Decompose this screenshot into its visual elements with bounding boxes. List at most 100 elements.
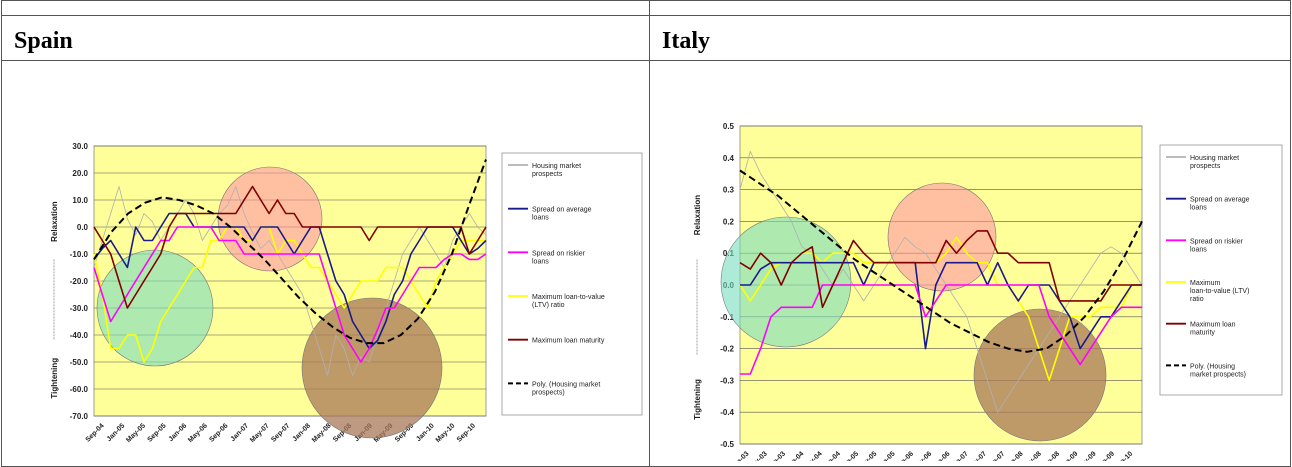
x-tick-label: Sep-07 bbox=[985, 450, 1006, 461]
x-tick-label: May-04 bbox=[802, 450, 824, 461]
x-tick-label: Jan-03 bbox=[730, 450, 751, 461]
legend-label: Maximum loan-to-value (LTV) ratio bbox=[532, 294, 605, 309]
top-strip-left bbox=[1, 0, 650, 16]
y-tick-label: -0.1 bbox=[720, 313, 734, 322]
y-tick-label: 0.2 bbox=[723, 217, 735, 226]
header-cell-italy: Italy bbox=[649, 15, 1291, 61]
y-tick-label: -0.3 bbox=[720, 376, 734, 385]
legend-label: Maximum loan maturity bbox=[1190, 322, 1236, 337]
y-tick-label: 0.4 bbox=[723, 154, 735, 163]
x-tick-label: Jan-09 bbox=[1059, 450, 1080, 461]
y-tick-label: -60.0 bbox=[70, 385, 89, 394]
x-tick-label: May-05 bbox=[857, 450, 879, 461]
y-tick-label: 10.0 bbox=[72, 196, 88, 205]
y-label-relaxation: Relaxation bbox=[50, 201, 59, 242]
x-tick-label: Sep-04 bbox=[85, 422, 106, 443]
y-tick-label: 0.3 bbox=[723, 186, 735, 195]
highlight-circle-2 bbox=[887, 182, 997, 292]
x-tick-label: Jan-07 bbox=[230, 422, 251, 443]
x-tick-label: Jan-04 bbox=[785, 450, 806, 461]
legend-label: Housing market prospects bbox=[1190, 155, 1239, 170]
x-tick-label: Sep-06 bbox=[208, 422, 229, 443]
chart-spain: 30.0 20.0 10.0 0.0 -10.0 -20.0 -30.0 -40.0 -50.0… bbox=[50, 142, 643, 444]
x-tick-label: Jan-08 bbox=[291, 422, 312, 443]
series-line-3 bbox=[740, 284, 1142, 375]
x-tick-label: Sep-05 bbox=[146, 422, 167, 443]
x-tick-label: Sep-04 bbox=[821, 450, 842, 461]
chart-row: 30.0 20.0 10.0 0.0 -10.0 -20.0 -30.0 -40.0 -50.0… bbox=[1, 60, 1291, 467]
legend-label: Spread on riskier loans bbox=[1190, 238, 1244, 253]
y-tick-label: -70.0 bbox=[70, 412, 89, 421]
series-line-2 bbox=[93, 212, 487, 350]
highlight-circle-3 bbox=[973, 308, 1107, 442]
header-cell-spain: Spain bbox=[1, 15, 650, 61]
top-strip-right bbox=[649, 0, 1291, 16]
x-tick-label: May-08 bbox=[1021, 450, 1043, 461]
series-line-1 bbox=[93, 186, 487, 376]
x-tick-label: May-03 bbox=[747, 450, 769, 461]
y-tick-label: -20.0 bbox=[70, 277, 89, 286]
y-tick-label: 0.0 bbox=[77, 223, 89, 232]
series-line-6 bbox=[739, 169, 1143, 353]
y-tick-label: 20.0 bbox=[72, 169, 88, 178]
x-tick-label: May-10 bbox=[435, 422, 457, 444]
legend-label: Maximum loan maturity bbox=[532, 338, 605, 345]
x-tick-label: Sep-08 bbox=[1040, 450, 1061, 461]
series-line-2 bbox=[740, 261, 1142, 350]
y-tick-label: -40.0 bbox=[70, 331, 89, 340]
x-tick-label: Jan-10 bbox=[1114, 450, 1135, 461]
x-tick-label: Jan-06 bbox=[894, 450, 915, 461]
x-tick-label: Jan-06 bbox=[168, 422, 189, 443]
chart-italy: 0.50.40.30.20.10.0-0.1-0.2-0.3-0.4-0.5Ja… bbox=[693, 122, 1283, 467]
y-tick-label: -10.0 bbox=[70, 250, 89, 259]
y-tick-label: -50.0 bbox=[70, 358, 89, 367]
legend-label: Poly. (Housing market prospects) bbox=[1190, 363, 1246, 378]
y-tick-label: -0.5 bbox=[720, 440, 734, 449]
x-tick-label: Sep-07 bbox=[270, 422, 291, 443]
y-tick-label: -30.0 bbox=[70, 304, 89, 313]
x-tick-label: Jan-05 bbox=[840, 450, 861, 461]
x-tick-label: May-08 bbox=[311, 422, 333, 444]
top-strip bbox=[1, 0, 1291, 16]
y-label-tightening: Tightening bbox=[50, 358, 59, 399]
series-line-5 bbox=[739, 230, 1142, 309]
series-line-4 bbox=[739, 236, 1142, 382]
legend-label: Maximum loan-to-value (LTV) ratio bbox=[1190, 280, 1249, 303]
y-tick-label: 30.0 bbox=[72, 142, 88, 151]
section-title-italy: Italy bbox=[662, 28, 710, 54]
highlight-circle-2 bbox=[217, 166, 323, 272]
y-tick-label: 0.5 bbox=[723, 122, 735, 131]
legend-box bbox=[1159, 144, 1283, 396]
series-line-3 bbox=[93, 226, 487, 363]
legend-label: Poly. (Housing market prospects) bbox=[532, 381, 600, 396]
x-tick-label: Sep-06 bbox=[930, 450, 951, 461]
x-tick-label: Jan-08 bbox=[1004, 450, 1025, 461]
chart-cell-spain: 30.0 20.0 10.0 0.0 -10.0 -20.0 -30.0 -40.0 -50.0… bbox=[1, 60, 650, 467]
header-row: Spain Italy bbox=[1, 15, 1291, 61]
x-tick-label: May-07 bbox=[249, 422, 271, 444]
legend-label: Housing market prospects bbox=[532, 163, 581, 178]
y-tick-label: -0.2 bbox=[720, 345, 734, 354]
highlight-circle-3 bbox=[301, 297, 443, 439]
x-tick-label: Sep-05 bbox=[876, 450, 897, 461]
chart-cell-italy: 0.50.40.30.20.10.0-0.1-0.2-0.3-0.4-0.5Ja… bbox=[649, 60, 1291, 467]
x-tick-label: May-06 bbox=[912, 450, 934, 461]
x-tick-label: Sep-09 bbox=[1095, 450, 1116, 461]
highlight-circle-1 bbox=[720, 216, 852, 348]
legend-label: Spread on riskier loans bbox=[532, 250, 586, 265]
section-title-spain: Spain bbox=[14, 28, 73, 54]
y-tick-label: -0.4 bbox=[720, 408, 734, 417]
series-line-5 bbox=[93, 185, 487, 309]
legend-box bbox=[501, 152, 643, 416]
x-tick-label: Jan-10 bbox=[415, 422, 436, 443]
x-tick-label: Jan-07 bbox=[949, 450, 970, 461]
y-label-relaxation: Relaxation bbox=[693, 195, 702, 236]
x-tick-label: Sep-10 bbox=[456, 422, 477, 443]
x-tick-label: May-06 bbox=[187, 422, 209, 444]
legend-label: Spread on average loans bbox=[1190, 197, 1250, 212]
x-tick-label: Jan-05 bbox=[106, 422, 127, 443]
series-line-4 bbox=[93, 226, 486, 363]
x-tick-label: May-05 bbox=[125, 422, 147, 444]
legend-label: Spread on average loans bbox=[532, 207, 592, 222]
